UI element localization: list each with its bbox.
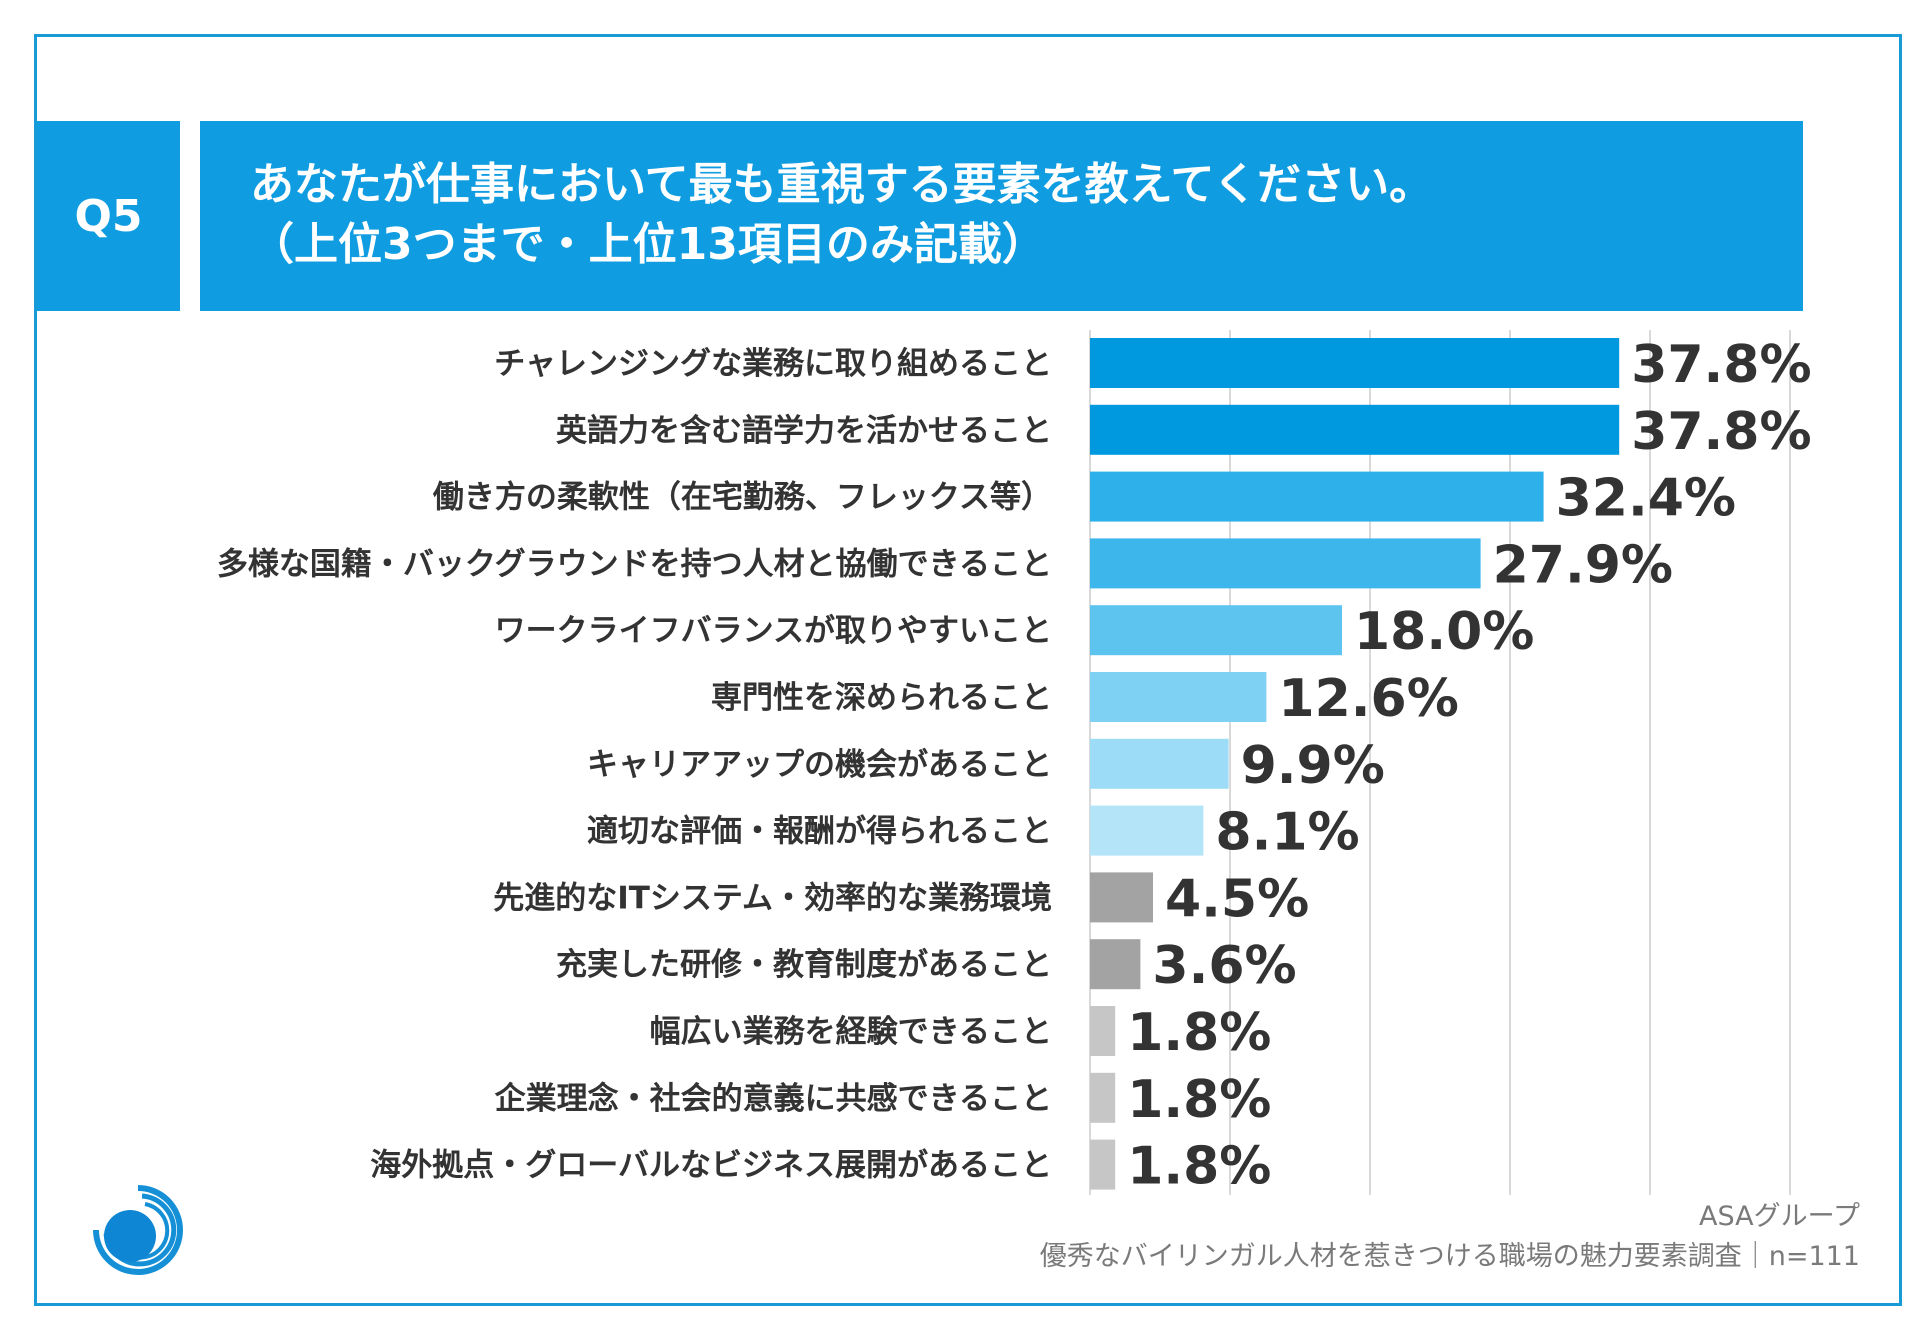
question-title-line1: あなたが仕事において最も重視する要素を教えてください。 <box>250 159 1434 210</box>
value-label: 27.9% <box>1493 535 1673 595</box>
bar <box>1090 672 1267 722</box>
value-label: 18.0% <box>1354 602 1534 662</box>
category-label: ワークライフバランスが取りやすいこと <box>495 613 1052 649</box>
category-label: チャレンジングな業務に取り組めること <box>494 346 1052 382</box>
bar <box>1090 939 1141 990</box>
category-label: 専門性を深められること <box>711 680 1052 716</box>
bar <box>1090 805 1204 856</box>
asa-group-logo-icon <box>93 1185 183 1275</box>
value-label: 9.9% <box>1241 736 1385 796</box>
value-label: 37.8% <box>1631 402 1811 462</box>
value-label: 4.5% <box>1165 869 1309 929</box>
question-badge: Q5 <box>37 121 180 311</box>
bar <box>1090 1139 1116 1190</box>
category-label: 適切な評価・報酬が得られること <box>587 814 1052 850</box>
category-label: 働き方の柔軟性（在宅勤務、フレックス等） <box>433 480 1052 516</box>
bar <box>1090 338 1620 388</box>
category-label: 英語力を含む語学力を活かせること <box>556 413 1052 449</box>
value-label: 12.6% <box>1278 669 1458 729</box>
chart-frame: Q5 あなたが仕事において最も重視する要素を教えてください。 （上位3つまで・上… <box>34 34 1902 1306</box>
value-label: 1.8% <box>1127 1003 1271 1063</box>
value-label: 3.6% <box>1152 936 1296 996</box>
bar <box>1090 738 1229 789</box>
category-label: 充実した研修・教育制度があること <box>556 947 1052 983</box>
bar <box>1090 471 1544 522</box>
question-title: あなたが仕事において最も重視する要素を教えてください。 （上位3つまで・上位13… <box>200 121 1803 311</box>
category-label: 先進的なITシステム・効率的な業務環境 <box>493 880 1052 916</box>
bar <box>1090 605 1342 656</box>
category-label: キャリアアップの機会があること <box>587 747 1052 783</box>
chart-footer: ASAグループ 優秀なバイリンガル人材を惹きつける職場の魅力要素調査｜n=111 <box>1040 1197 1860 1277</box>
value-label: 1.8% <box>1127 1137 1271 1197</box>
bar <box>1090 1072 1116 1123</box>
labels: チャレンジングな業務に取り組めること 37.8% 英語力を含む語学力を活かせること 3… <box>217 335 1812 1197</box>
value-label: 32.4% <box>1556 469 1736 529</box>
value-label: 37.8% <box>1631 335 1811 395</box>
category-label: 海外拠点・グローバルなビジネス展開があること <box>370 1148 1052 1184</box>
bars <box>1090 338 1620 1190</box>
bar <box>1090 538 1481 589</box>
bar <box>1090 872 1153 923</box>
footer-org: ASAグループ <box>1699 1201 1860 1232</box>
footer-survey: 優秀なバイリンガル人材を惹きつける職場の魅力要素調査｜n=111 <box>1039 1241 1860 1272</box>
question-title-line2: （上位3つまで・上位13項目のみ記載） <box>250 219 1046 270</box>
value-label: 8.1% <box>1215 803 1359 863</box>
bar <box>1090 404 1620 455</box>
bar <box>1090 1006 1116 1056</box>
value-label: 1.8% <box>1127 1070 1271 1130</box>
category-label: 多様な国籍・バックグラウンドを持つ人材と協働できること <box>217 546 1052 582</box>
category-label: 企業理念・社会的意義に共感できること <box>495 1081 1052 1117</box>
category-label: 幅広い業務を経験できること <box>650 1014 1052 1050</box>
